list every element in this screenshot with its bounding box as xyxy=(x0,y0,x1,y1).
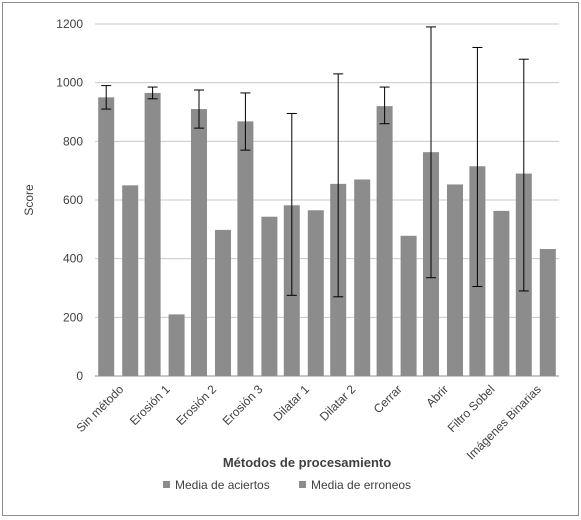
bar-erroneos xyxy=(400,235,417,376)
bar-erroneos xyxy=(493,210,510,376)
legend-swatch-erroneos xyxy=(299,481,306,488)
bar-aciertos xyxy=(376,106,393,376)
y-axis-title: Score xyxy=(22,184,36,216)
y-tick-label: 0 xyxy=(76,369,83,383)
error-bars xyxy=(101,26,529,298)
x-tick-label: Erosión 3 xyxy=(220,382,266,428)
legend-swatch-aciertos xyxy=(163,481,170,488)
legend-label-erroneos: Media de erroneos xyxy=(311,478,411,492)
bar-erroneos xyxy=(122,185,139,376)
y-tick-label: 800 xyxy=(63,134,83,148)
y-tick-label: 1000 xyxy=(56,76,83,90)
x-tick-label: Cerrar xyxy=(371,382,405,416)
x-tick-label: Erosión 1 xyxy=(127,382,173,428)
x-tick-label: Sin método xyxy=(73,382,126,435)
bar-erroneos xyxy=(354,179,371,376)
y-tick-labels: 0 200 400 600 800 1000 1200 xyxy=(56,17,83,383)
legend: Media de aciertos Media de erroneos xyxy=(163,478,411,492)
bar-aciertos xyxy=(98,97,115,376)
x-tick-label: Dilatar 2 xyxy=(317,382,359,424)
x-tick-label: Dilatar 1 xyxy=(270,382,312,424)
bar-erroneos xyxy=(539,248,556,376)
x-tick-label: Abrir xyxy=(423,382,451,410)
y-tick-label: 200 xyxy=(63,310,83,324)
bar-erroneos xyxy=(447,184,463,376)
gridlines xyxy=(95,23,559,318)
legend-label-aciertos: Media de aciertos xyxy=(175,478,270,492)
x-tick-labels: Sin método Erosión 1 Erosión 2 Erosión 3 Dil… xyxy=(73,382,543,462)
bars xyxy=(98,92,556,377)
y-tick-label: 600 xyxy=(63,193,83,207)
bar-erroneos xyxy=(168,314,185,376)
bar-erroneos xyxy=(261,216,278,376)
y-tick-label: 1200 xyxy=(56,17,83,31)
bar-aciertos xyxy=(191,109,207,377)
bar-aciertos xyxy=(237,121,254,377)
bar-erroneos xyxy=(215,229,231,376)
x-tick-label: Erosión 2 xyxy=(173,382,219,428)
bar-erroneos xyxy=(307,210,324,376)
x-axis-title: Métodos de procesamiento xyxy=(223,455,391,470)
bar-aciertos xyxy=(144,92,161,376)
y-tick-label: 400 xyxy=(63,252,83,266)
